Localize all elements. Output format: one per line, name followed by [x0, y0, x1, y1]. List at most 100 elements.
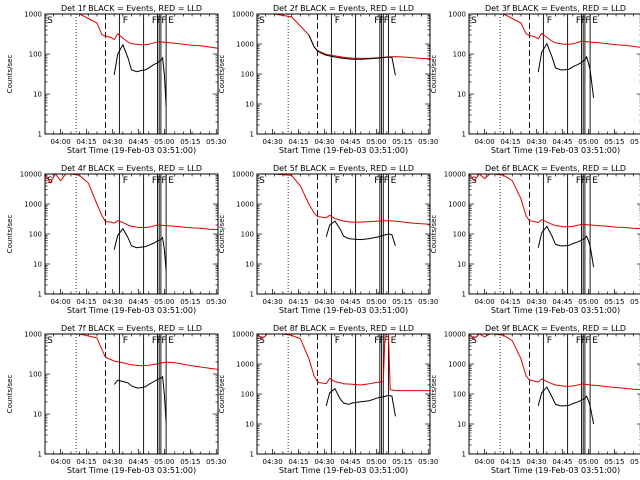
x-tick-label: 04:00 [50, 298, 70, 306]
y-tick-label: 10000 [232, 11, 254, 19]
plot-frame [44, 333, 219, 455]
x-tick-label: 05:15 [180, 458, 200, 466]
y-tick-label: 10 [33, 411, 42, 419]
series-lld-line [45, 334, 218, 370]
panel-det-4: Det 4f BLACK = Events, RED = LLD Counts/s… [6, 164, 226, 315]
x-tick-label: 04:00 [474, 458, 494, 466]
series-events-line [325, 387, 396, 417]
series-lld-line [469, 14, 640, 48]
y-tick-label: 100 [241, 71, 254, 79]
event-symbol: F [585, 176, 590, 186]
event-symbol: F [374, 176, 379, 186]
x-tick-label: 04:15 [500, 138, 520, 146]
series-events-line [113, 43, 167, 107]
plot-frame [256, 13, 431, 135]
y-tick-label: 10 [457, 421, 466, 429]
y-tick-label: 1 [250, 131, 254, 139]
x-tick-label: 05:15 [392, 138, 412, 146]
plot-frame [468, 13, 640, 135]
x-axis-label: Start Time (19-Feb-03 03:51:00) [279, 466, 408, 475]
event-symbol: F [161, 336, 166, 346]
x-tick-label: 04:45 [340, 138, 360, 146]
event-symbol: F [161, 176, 166, 186]
event-symbol: E [592, 176, 598, 186]
series-events-line [325, 220, 396, 247]
x-axis-label: Start Time (19-Feb-03 03:51:00) [67, 466, 196, 475]
series-lld-line [257, 174, 430, 225]
x-tick-label: 04:30 [314, 298, 334, 306]
event-symbol: F [576, 16, 581, 26]
event-symbol: F [576, 336, 581, 346]
x-tick-label: 04:00 [474, 298, 494, 306]
event-symbol: F [161, 16, 166, 26]
y-tick-label: 10000 [444, 331, 466, 339]
x-tick-label: 05:30 [630, 458, 640, 466]
y-axis-label: Counts/sec [430, 215, 438, 254]
x-tick-label: 04:30 [262, 138, 282, 146]
x-tick-label: 05:15 [604, 458, 624, 466]
plot-frame [468, 333, 640, 455]
y-tick-label: 10 [457, 91, 466, 99]
y-tick-label: 1000 [448, 11, 466, 19]
series-events-line [537, 225, 595, 267]
x-tick-label: 04:45 [128, 138, 148, 146]
event-symbol: E [168, 336, 174, 346]
x-tick-label: 05:30 [630, 298, 640, 306]
plot-frame [256, 333, 431, 455]
x-tick-label: 04:00 [50, 138, 70, 146]
x-tick-label: 04:30 [314, 458, 334, 466]
event-symbol: S [47, 336, 53, 346]
event-symbol: S [259, 336, 265, 346]
panel-title: Det 8f BLACK = Events, RED = LLD [273, 324, 414, 333]
x-tick-label: 04:30 [262, 298, 282, 306]
x-tick-label: 05:30 [630, 138, 640, 146]
x-tick-label: 04:15 [76, 458, 96, 466]
event-symbol: S [47, 176, 53, 186]
x-tick-label: 05:00 [578, 138, 598, 146]
event-symbol: E [168, 176, 174, 186]
y-axis-label: Counts/sec [6, 215, 14, 254]
panel-title: Det 1f BLACK = Events, RED = LLD [61, 4, 202, 13]
panel-det-8: Det 8f BLACK = Events, RED = LLD Counts/s… [218, 324, 438, 475]
event-symbol: E [592, 16, 598, 26]
series-events-line [537, 386, 595, 425]
x-tick-label: 05:30 [206, 138, 226, 146]
event-symbol: F [384, 176, 389, 186]
event-symbol: E [592, 336, 598, 346]
panel-det-1: Det 1f BLACK = Events, RED = LLD Counts/s… [6, 4, 226, 155]
panel-det-7: Det 7f BLACK = Events, RED = LLD Counts/s… [6, 324, 226, 475]
y-tick-label: 10000 [444, 171, 466, 179]
series-events-line [113, 375, 167, 423]
y-tick-label: 10 [33, 91, 42, 99]
event-symbol: F [379, 16, 384, 26]
x-tick-label: 05:00 [154, 138, 174, 146]
x-tick-label: 05:30 [418, 298, 438, 306]
event-symbol: E [391, 336, 397, 346]
event-symbol: F [335, 16, 340, 26]
x-axis-label: Start Time (19-Feb-03 03:51:00) [491, 466, 620, 475]
x-tick-label: 05:30 [206, 298, 226, 306]
y-tick-label: 1 [38, 451, 42, 459]
x-tick-label: 05:15 [392, 458, 412, 466]
x-tick-label: 04:45 [128, 298, 148, 306]
event-symbol: F [152, 16, 157, 26]
x-axis-label: Start Time (19-Feb-03 03:51:00) [279, 306, 408, 315]
x-tick-label: 05:30 [418, 458, 438, 466]
panel-title: Det 5f BLACK = Events, RED = LLD [273, 164, 414, 173]
x-tick-label: 04:00 [50, 458, 70, 466]
x-tick-label: 04:30 [526, 138, 546, 146]
x-tick-label: 04:45 [552, 298, 572, 306]
event-symbol: S [47, 16, 53, 26]
event-symbol: F [547, 16, 552, 26]
plot-frame [44, 13, 219, 135]
event-symbol: S [259, 176, 265, 186]
y-tick-label: 100 [241, 231, 254, 239]
x-tick-label: 04:15 [500, 298, 520, 306]
event-symbol: S [471, 336, 477, 346]
y-tick-label: 100 [453, 391, 466, 399]
series-lld-line [469, 334, 640, 391]
y-tick-label: 100 [29, 231, 42, 239]
y-tick-label: 1 [462, 451, 466, 459]
y-tick-label: 100 [29, 51, 42, 59]
y-tick-label: 10 [245, 261, 254, 269]
